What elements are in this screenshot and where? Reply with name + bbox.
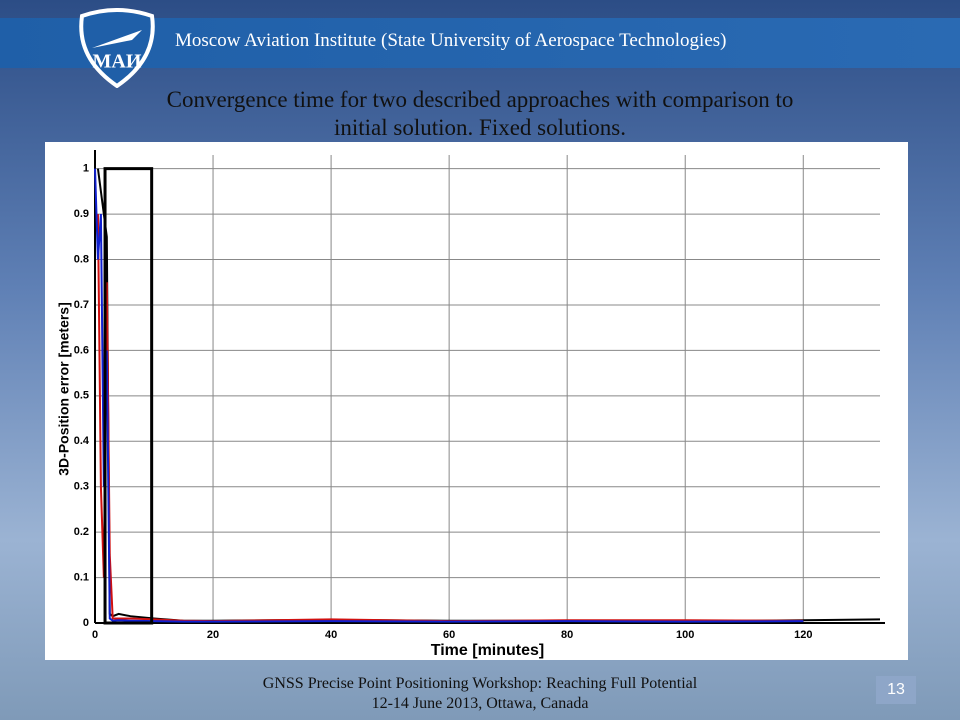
series-line — [96, 214, 804, 623]
logo-text: МАИ — [93, 51, 142, 73]
logo-shield — [79, 8, 155, 88]
y-tick-label: 0.1 — [74, 571, 89, 583]
footer: GNSS Precise Point Positioning Workshop:… — [130, 674, 830, 714]
logo-plane — [92, 30, 142, 48]
highlight-box — [103, 167, 154, 625]
x-axis-label: Time [minutes] — [431, 642, 545, 659]
y-tick-label: 0.4 — [74, 435, 90, 447]
slide-title: Convergence time for two described appro… — [20, 86, 940, 142]
x-tick-label: 40 — [325, 629, 337, 641]
y-tick-label: 0.8 — [74, 253, 89, 265]
header-bar — [0, 18, 960, 68]
chart-area: 0 0.1 0.2 0.3 0.4 0.5 0.6 0.7 0.8 0.9 1 0 20 40 60 80 10… — [45, 142, 908, 660]
y-tick-label: 0.9 — [74, 208, 89, 220]
title-line: Convergence time for two described appro… — [166, 87, 794, 112]
y-tick-label: 0.6 — [74, 344, 89, 356]
header-text: Moscow Aviation Institute (State Univers… — [175, 30, 727, 51]
y-tick-label: 0.3 — [74, 481, 89, 493]
title-line: initial solution. Fixed solutions. — [334, 115, 626, 140]
y-tick-label: 0.5 — [74, 390, 89, 402]
y-tick-label: 0.2 — [74, 526, 89, 538]
series-line — [96, 168, 881, 623]
x-tick-label: 80 — [561, 629, 573, 641]
logo: МАИ — [79, 8, 155, 88]
x-tick-label: 60 — [443, 629, 455, 641]
x-tick-label: 0 — [92, 629, 98, 641]
series-line — [94, 168, 804, 623]
chart: 0 0.1 0.2 0.3 0.4 0.5 0.6 0.7 0.8 0.9 1 0 20 40 60 80 10… — [56, 150, 885, 659]
x-tick-label: 20 — [207, 629, 219, 641]
page-number: 13 — [876, 676, 916, 704]
x-tick-label: 120 — [794, 629, 812, 641]
footer-line: 12-14 June 2013, Ottawa, Canada — [371, 695, 589, 712]
y-tick-label: 1 — [83, 163, 89, 175]
footer-line: GNSS Precise Point Positioning Workshop:… — [262, 675, 698, 692]
y-tick-label: 0.7 — [74, 299, 89, 311]
y-axis-label: 3D-Position error [meters] — [56, 302, 72, 475]
x-tick-label: 100 — [676, 629, 694, 641]
y-tick-label: 0 — [83, 617, 89, 629]
